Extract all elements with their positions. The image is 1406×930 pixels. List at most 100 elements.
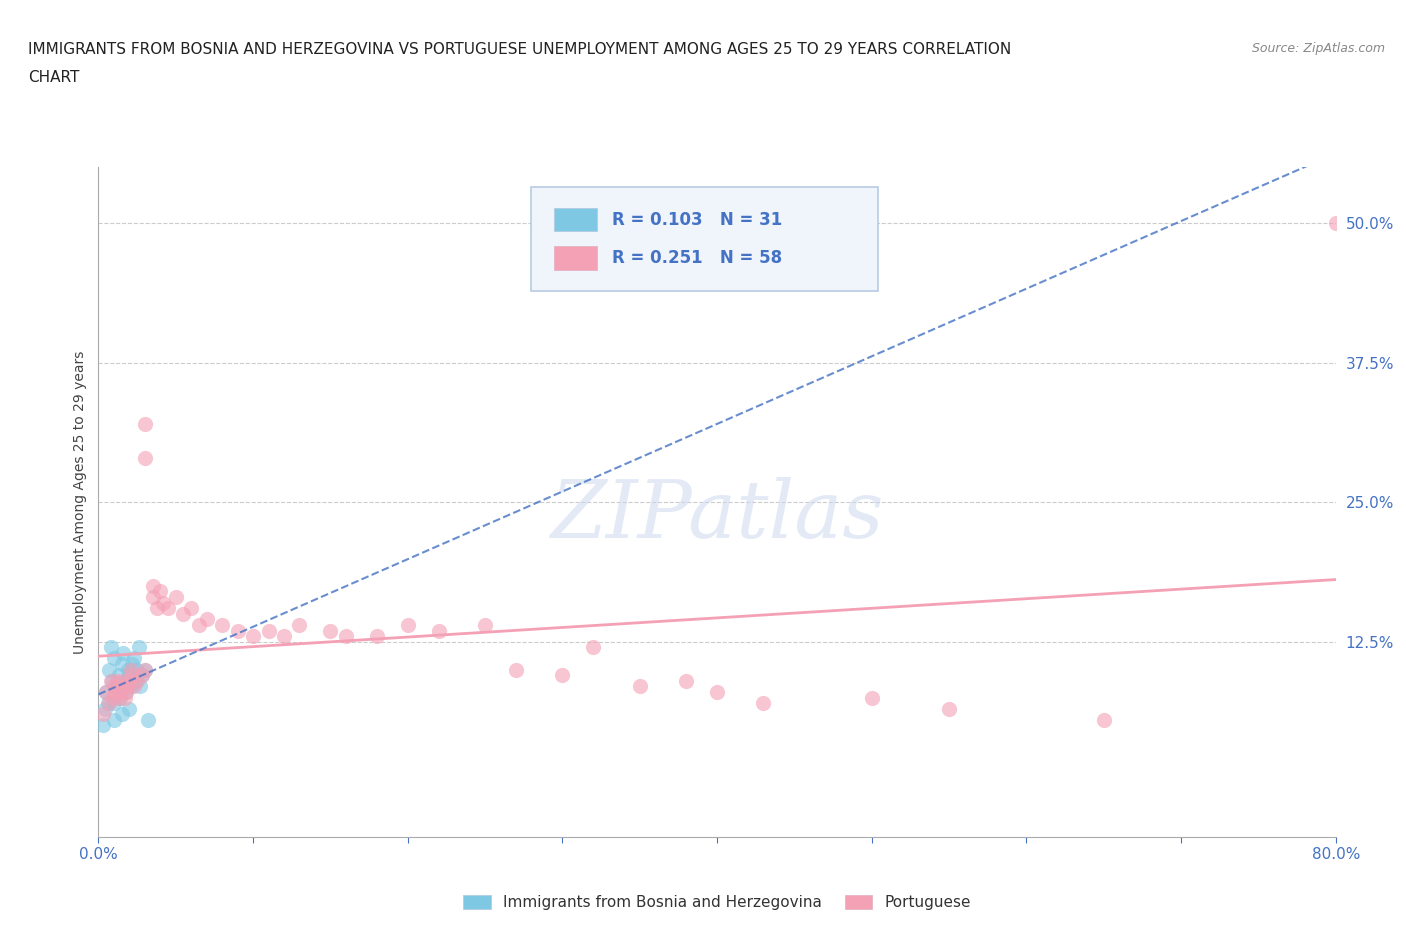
Point — [104, 684, 127, 699]
Point — [105, 679, 128, 694]
Point — [114, 690, 136, 705]
Point — [157, 601, 180, 616]
Point — [675, 673, 697, 688]
Point — [114, 673, 136, 688]
Point — [103, 679, 125, 694]
Point — [120, 679, 142, 694]
Point — [107, 668, 129, 683]
Point — [127, 662, 149, 677]
Point — [131, 668, 153, 683]
Point — [149, 584, 172, 599]
Point — [505, 662, 527, 677]
Point — [101, 673, 124, 688]
Point — [180, 601, 202, 616]
Point — [134, 662, 156, 677]
Point — [120, 662, 142, 677]
Point — [319, 623, 342, 638]
Point — [122, 651, 145, 666]
Point — [124, 673, 146, 688]
Point — [108, 684, 131, 699]
Point — [115, 684, 138, 699]
Point — [128, 640, 150, 655]
Point — [98, 662, 121, 677]
Text: Source: ZipAtlas.com: Source: ZipAtlas.com — [1251, 42, 1385, 55]
Point — [112, 645, 135, 660]
Point — [142, 578, 165, 593]
Point — [474, 618, 496, 632]
Point — [96, 684, 118, 699]
Point — [1092, 712, 1115, 727]
Point — [98, 696, 121, 711]
Point — [551, 668, 574, 683]
Point — [97, 696, 120, 711]
Point — [195, 612, 218, 627]
Point — [91, 718, 114, 733]
Point — [396, 618, 419, 632]
Point — [91, 707, 114, 722]
Point — [706, 684, 728, 699]
Legend: Immigrants from Bosnia and Herzegovina, Portuguese: Immigrants from Bosnia and Herzegovina, … — [457, 889, 977, 916]
Point — [628, 679, 651, 694]
Point — [257, 623, 280, 638]
Point — [93, 701, 115, 716]
Point — [115, 684, 138, 699]
Point — [105, 673, 128, 688]
Point — [122, 679, 145, 694]
Point — [111, 707, 134, 722]
Point — [134, 662, 156, 677]
Point — [107, 690, 129, 705]
Point — [103, 712, 125, 727]
Point — [165, 590, 187, 604]
Point — [108, 690, 131, 705]
Point — [117, 662, 139, 677]
Point — [427, 623, 450, 638]
Point — [121, 668, 143, 683]
Point — [100, 640, 122, 655]
Point — [111, 679, 134, 694]
Point — [100, 673, 122, 688]
Point — [134, 417, 156, 432]
Point — [103, 696, 125, 711]
Point — [117, 679, 139, 694]
Point — [146, 601, 169, 616]
Text: R = 0.251   N = 58: R = 0.251 N = 58 — [612, 249, 782, 267]
Point — [103, 651, 125, 666]
Point — [111, 657, 134, 671]
Point — [188, 618, 211, 632]
Point — [131, 668, 153, 683]
Point — [96, 684, 118, 699]
Point — [101, 690, 124, 705]
Point — [173, 606, 195, 621]
Point — [335, 629, 357, 644]
Y-axis label: Unemployment Among Ages 25 to 29 years: Unemployment Among Ages 25 to 29 years — [73, 351, 87, 654]
Point — [582, 640, 605, 655]
Bar — [554, 208, 598, 232]
Point — [134, 450, 156, 465]
Point — [938, 701, 960, 716]
Point — [273, 629, 295, 644]
Text: ZIPatlas: ZIPatlas — [550, 477, 884, 554]
Bar — [554, 246, 598, 270]
Point — [860, 690, 883, 705]
FancyBboxPatch shape — [531, 188, 877, 291]
Point — [1324, 216, 1347, 231]
Point — [288, 618, 311, 632]
Point — [226, 623, 249, 638]
Point — [118, 668, 141, 683]
Point — [752, 696, 775, 711]
Point — [152, 595, 174, 610]
Point — [112, 673, 135, 688]
Point — [136, 712, 159, 727]
Text: IMMIGRANTS FROM BOSNIA AND HERZEGOVINA VS PORTUGUESE UNEMPLOYMENT AMONG AGES 25 : IMMIGRANTS FROM BOSNIA AND HERZEGOVINA V… — [28, 42, 1011, 57]
Point — [129, 679, 152, 694]
Text: CHART: CHART — [28, 70, 80, 85]
Point — [127, 673, 149, 688]
Point — [211, 618, 233, 632]
Point — [118, 673, 141, 688]
Point — [366, 629, 388, 644]
Point — [142, 590, 165, 604]
Point — [121, 657, 143, 671]
Text: R = 0.103   N = 31: R = 0.103 N = 31 — [612, 210, 782, 229]
Point — [118, 701, 141, 716]
Point — [242, 629, 264, 644]
